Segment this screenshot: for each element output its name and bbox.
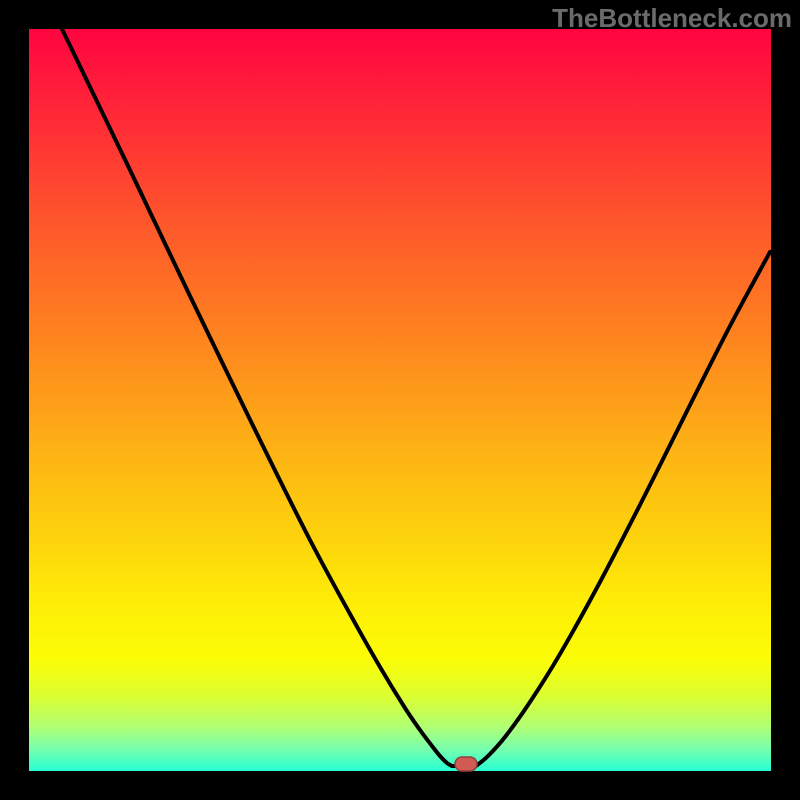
watermark-text: TheBottleneck.com: [552, 3, 792, 34]
chart-frame: TheBottleneck.com: [0, 0, 800, 800]
plot-gradient-area: [29, 29, 771, 771]
